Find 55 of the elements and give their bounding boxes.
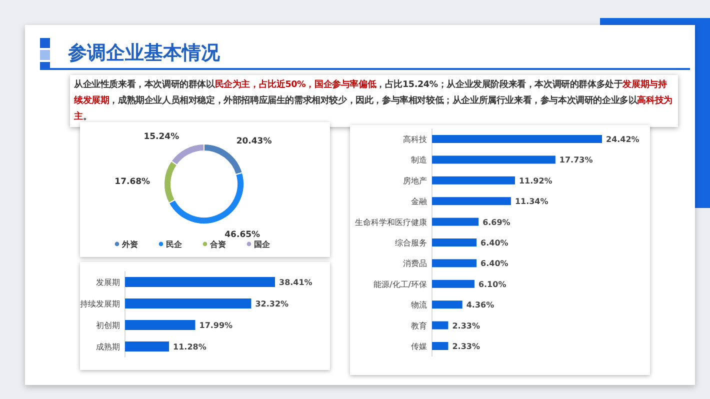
data-label: 17.99% xyxy=(199,321,233,330)
data-label: 6.40% xyxy=(480,238,508,248)
bar xyxy=(432,300,462,309)
bar xyxy=(432,156,556,164)
data-label: 17.73% xyxy=(559,156,593,165)
y-tick-label: 制造 xyxy=(411,156,427,165)
y-tick-label: 高科技 xyxy=(403,135,427,144)
y-tick-label: 教育 xyxy=(411,321,427,330)
y-tick-label: 生命科学和医疗健康 xyxy=(355,218,427,227)
chart-title: 参调企业基本情况 xyxy=(68,41,220,66)
bar xyxy=(432,135,602,143)
data-label: 17.68% xyxy=(114,176,151,187)
y-tick-label: 综合服务 xyxy=(395,238,427,248)
y-tick-label: 传媒 xyxy=(411,342,427,351)
bar xyxy=(432,176,515,184)
y-tick-label: 金融 xyxy=(411,197,427,206)
bar xyxy=(125,277,275,287)
y-tick-label: 持续发展期 xyxy=(80,300,120,308)
y-tick-label: 房地产 xyxy=(403,176,427,186)
bar xyxy=(432,197,511,206)
data-label: 11.34% xyxy=(514,197,548,206)
data-label: 24.42% xyxy=(606,135,640,144)
y-tick-label: 物流 xyxy=(411,300,427,310)
data-label: 20.43% xyxy=(236,136,272,147)
bar xyxy=(432,238,477,246)
y-tick-label: 初创期 xyxy=(96,321,120,330)
bar xyxy=(432,321,448,330)
data-label: 46.65% xyxy=(224,230,261,240)
data-label: 2.33% xyxy=(452,321,480,330)
data-label: 4.36% xyxy=(466,300,494,310)
data-label: 11.92% xyxy=(518,176,552,186)
y-tick-label: 消费品 xyxy=(403,259,427,268)
y-tick-label: 成熟期 xyxy=(96,342,120,352)
data-label: 32.32% xyxy=(255,300,289,308)
data-label: 38.41% xyxy=(279,278,312,287)
legend-label: 国企 xyxy=(254,240,271,249)
bar xyxy=(432,342,448,350)
y-tick-label: 发展期 xyxy=(96,278,120,287)
legend-label: 外资 xyxy=(121,240,138,249)
bar xyxy=(125,342,170,352)
y-tick-label: 能源/化工/环保 xyxy=(374,280,427,289)
bar xyxy=(432,218,479,226)
legend-label: 合资 xyxy=(209,240,226,249)
data-label: 6.69% xyxy=(482,218,510,227)
legend-label: 民企 xyxy=(166,240,183,249)
bar xyxy=(432,259,477,268)
bar xyxy=(125,320,196,330)
data-label: 2.33% xyxy=(452,342,480,351)
bar xyxy=(432,280,474,288)
bar xyxy=(125,298,252,308)
data-label: 15.24% xyxy=(144,132,180,142)
data-label: 11.28% xyxy=(173,342,206,352)
data-label: 6.10% xyxy=(478,280,506,289)
data-label: 6.40% xyxy=(480,259,508,268)
text: 从企业性质来看，本次调研的群体以民企为主，占比近50%，国企参与率偏低，占比15.24%；从企业发展阶段来看，本次调研的群体多处于发展期与持续发展期，成熟期企业人员相对稳定，外部招聘应届生的需求相对较少，因此，参与率相对较低；从企业所属行业来看，参与本次调研的企业多以高科技为主。 xyxy=(74,80,672,122)
